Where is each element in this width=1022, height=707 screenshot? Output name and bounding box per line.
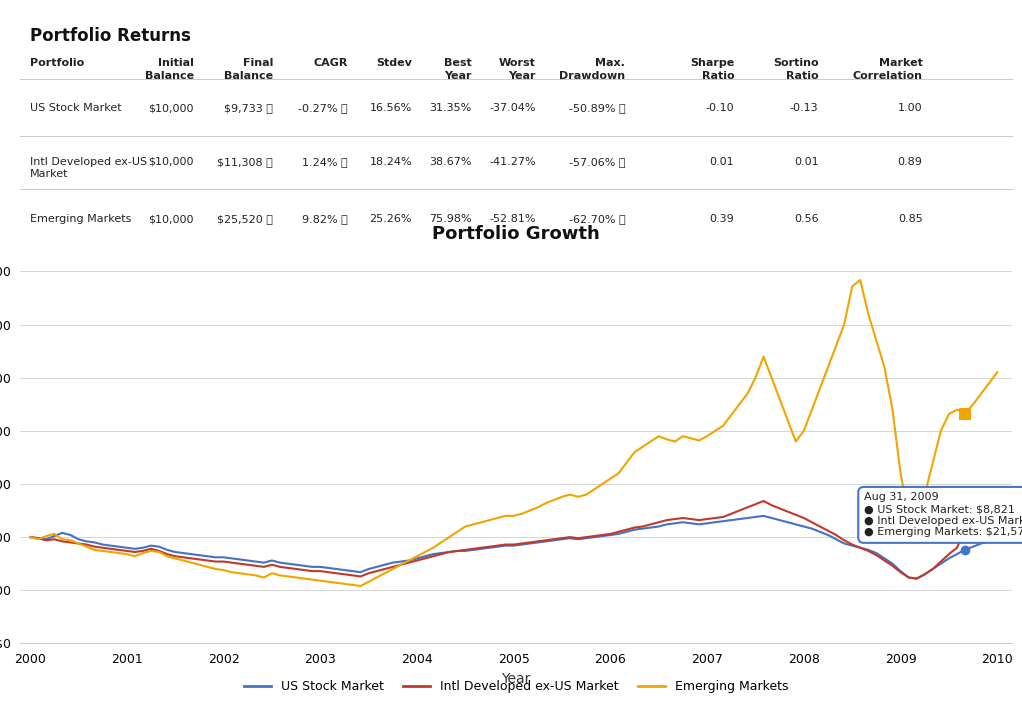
Text: $10,000: $10,000 (148, 103, 194, 113)
Text: 18.24%: 18.24% (369, 156, 412, 167)
Title: Portfolio Growth: Portfolio Growth (432, 225, 600, 243)
Text: 75.98%: 75.98% (429, 214, 471, 224)
Text: 16.56%: 16.56% (370, 103, 412, 113)
Text: 1.24% ⓘ: 1.24% ⓘ (301, 156, 347, 167)
Text: 25.26%: 25.26% (370, 214, 412, 224)
Text: Initial
Balance: Initial Balance (145, 58, 194, 81)
Text: Sharpe
Ratio: Sharpe Ratio (690, 58, 734, 81)
Text: -57.06% ⓘ: -57.06% ⓘ (568, 156, 625, 167)
Text: -0.13: -0.13 (790, 103, 819, 113)
Text: -0.10: -0.10 (705, 103, 734, 113)
Text: Max.
Drawdown: Max. Drawdown (559, 58, 625, 81)
Text: Portfolio Returns: Portfolio Returns (31, 28, 191, 45)
Text: -52.81%: -52.81% (490, 214, 536, 224)
Text: Final
Balance: Final Balance (224, 58, 273, 81)
Text: 31.35%: 31.35% (429, 103, 471, 113)
Text: $10,000: $10,000 (148, 214, 194, 224)
Text: $11,308 ⓘ: $11,308 ⓘ (218, 156, 273, 167)
Text: $25,520 ⓘ: $25,520 ⓘ (218, 214, 273, 224)
Text: $9,733 ⓘ: $9,733 ⓘ (225, 103, 273, 113)
Text: 0.01: 0.01 (794, 156, 819, 167)
Text: Stdev: Stdev (376, 58, 412, 68)
Text: -62.70% ⓘ: -62.70% ⓘ (568, 214, 625, 224)
Text: -37.04%: -37.04% (490, 103, 536, 113)
Text: 9.82% ⓘ: 9.82% ⓘ (301, 214, 347, 224)
Text: 0.89: 0.89 (897, 156, 923, 167)
Legend: US Stock Market, Intl Developed ex-US Market, Emerging Markets: US Stock Market, Intl Developed ex-US Ma… (238, 675, 794, 698)
Text: 1.00: 1.00 (898, 103, 923, 113)
Text: 0.56: 0.56 (794, 214, 819, 224)
Text: 0.01: 0.01 (709, 156, 734, 167)
Text: Emerging Markets: Emerging Markets (31, 214, 132, 224)
Text: Sortino
Ratio: Sortino Ratio (773, 58, 819, 81)
Text: 0.85: 0.85 (897, 214, 923, 224)
Text: -0.27% ⓘ: -0.27% ⓘ (298, 103, 347, 113)
Text: $10,000: $10,000 (148, 156, 194, 167)
Text: Intl Developed ex-US
Market: Intl Developed ex-US Market (31, 156, 147, 179)
Text: Market
Correlation: Market Correlation (852, 58, 923, 81)
Text: -50.89% ⓘ: -50.89% ⓘ (568, 103, 625, 113)
Text: Portfolio: Portfolio (31, 58, 85, 68)
X-axis label: Year: Year (502, 672, 530, 686)
Text: US Stock Market: US Stock Market (31, 103, 122, 113)
Text: Aug 31, 2009
● US Stock Market: $8,821
● Intl Developed ex-US Market: $10,680
● : Aug 31, 2009 ● US Stock Market: $8,821 ●… (864, 493, 1022, 537)
Text: 0.39: 0.39 (709, 214, 734, 224)
Text: Worst
Year: Worst Year (499, 58, 536, 81)
Text: Best
Year: Best Year (444, 58, 471, 81)
Text: 38.67%: 38.67% (429, 156, 471, 167)
Text: -41.27%: -41.27% (490, 156, 536, 167)
Text: CAGR: CAGR (313, 58, 347, 68)
